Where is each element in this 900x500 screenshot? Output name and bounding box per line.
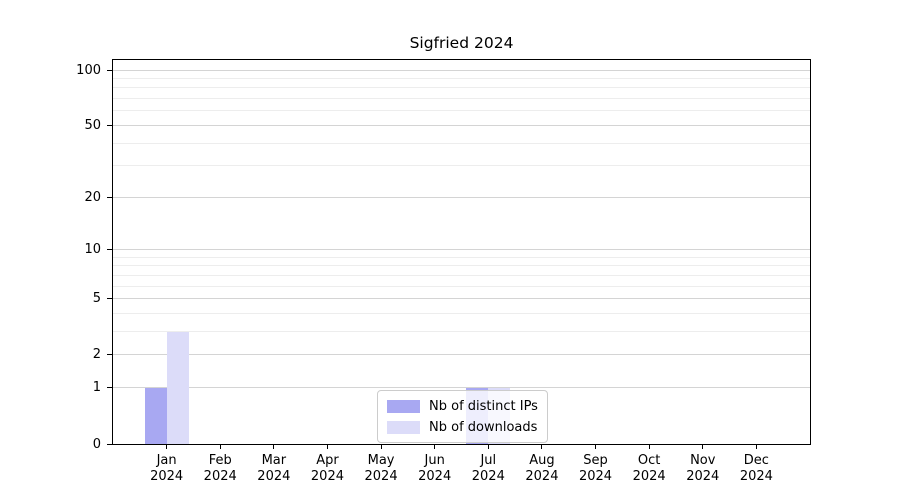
x-tick-mark [273, 445, 275, 449]
y-tick-mark [107, 354, 112, 356]
gridline-minor [113, 110, 810, 112]
x-tick-mark [541, 445, 543, 449]
gridline-minor [113, 256, 810, 258]
y-tick-label: 2 [92, 347, 101, 363]
gridline-minor [113, 87, 810, 89]
gridline-major [113, 196, 810, 198]
x-tick-mark [326, 445, 328, 449]
x-tick-mark [648, 445, 650, 449]
gridline-major [113, 69, 810, 71]
x-tick-label: Jun 2024 [418, 453, 452, 484]
x-tick-mark [595, 445, 597, 449]
x-tick-label: Dec 2024 [739, 453, 773, 484]
y-tick-mark [107, 443, 112, 445]
gridline-major [113, 387, 810, 389]
x-tick-label: Nov 2024 [686, 453, 720, 484]
bar-downloads [166, 331, 189, 444]
gridline-minor [113, 98, 810, 100]
gridline-minor [113, 165, 810, 167]
gridline-minor [113, 313, 810, 315]
x-tick-mark [487, 445, 489, 449]
y-tick-label: 5 [92, 291, 101, 307]
legend: Nb of distinct IPs Nb of downloads [377, 390, 548, 443]
x-tick-mark [166, 445, 168, 449]
y-tick-mark [107, 69, 112, 71]
gridline-major [113, 298, 810, 300]
x-tick-label: Apr 2024 [310, 453, 344, 484]
y-tick-mark [107, 249, 112, 251]
gridline-minor [113, 274, 810, 276]
gridline-minor [113, 331, 810, 333]
x-tick-mark [434, 445, 436, 449]
x-tick-mark [755, 445, 757, 449]
y-tick-mark [107, 196, 112, 198]
legend-item-distinct-ips: Nb of distinct IPs [387, 397, 538, 415]
x-tick-mark [219, 445, 221, 449]
legend-label-distinct-ips: Nb of distinct IPs [429, 398, 538, 414]
gridline-minor [113, 142, 810, 144]
x-tick-label: Aug 2024 [525, 453, 559, 484]
x-tick-mark [702, 445, 704, 449]
gridline-minor [113, 285, 810, 287]
legend-label-downloads: Nb of downloads [429, 419, 538, 435]
gridline-minor [113, 77, 810, 79]
x-tick-label: Jul 2024 [471, 453, 505, 484]
x-tick-label: Mar 2024 [257, 453, 291, 484]
y-tick-label: 10 [84, 242, 101, 258]
y-tick-label: 20 [84, 189, 101, 205]
plot-area: 0 1 2 5 10 20 50 100 Jan 2024 Feb 2024 Mar 2024 Apr 202… [76, 59, 811, 484]
x-tick-label: Feb 2024 [203, 453, 237, 484]
gridline-major [113, 354, 810, 356]
legend-item-downloads: Nb of downloads [387, 418, 538, 436]
x-tick-label: May 2024 [364, 453, 398, 484]
y-tick-mark [107, 298, 112, 300]
y-tick-mark [107, 124, 112, 126]
gridline-major [113, 249, 810, 251]
x-tick-label: Oct 2024 [632, 453, 666, 484]
legend-swatch-distinct-ips [387, 399, 420, 413]
x-tick-label: Sep 2024 [578, 453, 613, 484]
x-tick-mark [380, 445, 382, 449]
y-tick-label: 100 [76, 62, 101, 78]
gridline-major [113, 124, 810, 126]
chart-title: Sigfried 2024 [409, 34, 514, 52]
y-tick-mark [107, 387, 112, 389]
bar-distinct-ips [144, 387, 167, 444]
y-tick-label: 50 [84, 117, 101, 133]
legend-swatch-downloads [387, 420, 420, 434]
y-tick-label: 1 [92, 380, 101, 396]
gridline-minor [113, 265, 810, 267]
y-tick-label: 0 [92, 436, 101, 452]
x-tick-label: Jan 2024 [150, 453, 184, 484]
